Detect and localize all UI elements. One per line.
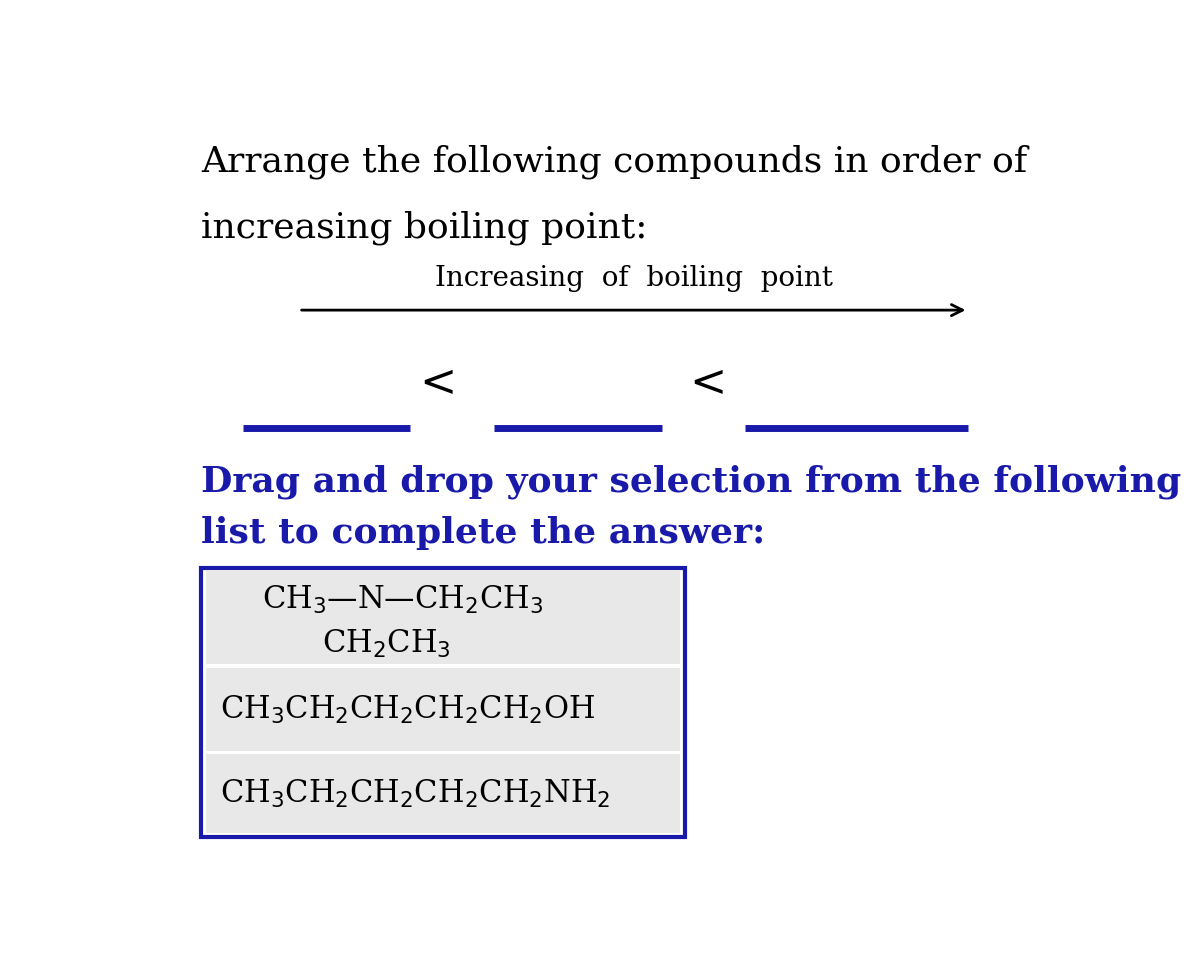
Text: <: < [420, 362, 457, 406]
FancyBboxPatch shape [206, 754, 680, 834]
Text: Increasing  of  boiling  point: Increasing of boiling point [434, 265, 833, 292]
Text: CH$_3$—N—CH$_2$CH$_3$: CH$_3$—N—CH$_2$CH$_3$ [262, 584, 542, 615]
FancyBboxPatch shape [202, 568, 685, 837]
Text: Arrange the following compounds in order of: Arrange the following compounds in order… [202, 145, 1027, 179]
Text: <: < [689, 362, 727, 406]
Text: list to complete the answer:: list to complete the answer: [202, 517, 766, 550]
Text: CH$_3$CH$_2$CH$_2$CH$_2$CH$_2$OH: CH$_3$CH$_2$CH$_2$CH$_2$CH$_2$OH [220, 694, 595, 725]
Text: CH$_2$CH$_3$: CH$_2$CH$_3$ [322, 628, 451, 659]
FancyBboxPatch shape [206, 668, 680, 751]
Text: increasing boiling point:: increasing boiling point: [202, 211, 648, 245]
Text: Drag and drop your selection from the following: Drag and drop your selection from the fo… [202, 465, 1182, 500]
Text: CH$_3$CH$_2$CH$_2$CH$_2$CH$_2$NH$_2$: CH$_3$CH$_2$CH$_2$CH$_2$CH$_2$NH$_2$ [220, 777, 610, 810]
FancyBboxPatch shape [206, 570, 680, 664]
